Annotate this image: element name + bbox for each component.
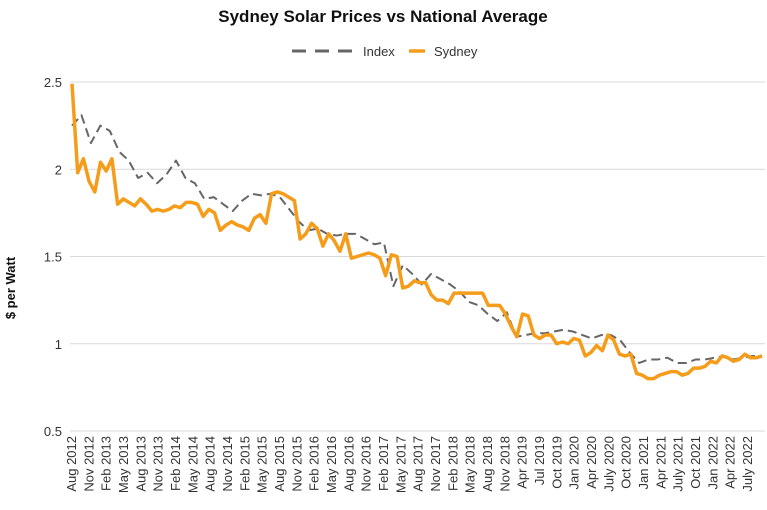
x-tick-label: Oct 2021 — [688, 436, 703, 489]
x-tick-label: Nov 2014 — [220, 436, 235, 492]
x-tick-label: Nov 2016 — [359, 436, 374, 492]
x-tick-label: Feb 2018 — [445, 436, 460, 491]
x-tick-label: Jan 2021 — [636, 436, 651, 490]
x-tick-label: Aug 2012 — [64, 436, 79, 492]
x-tick-label: Aug 2015 — [272, 436, 287, 492]
x-tick-label: Nov 2012 — [81, 436, 96, 492]
series-line-sydney — [70, 83, 763, 381]
y-tick-label: 1 — [55, 337, 62, 352]
x-tick-label: Aug 2016 — [341, 436, 356, 492]
y-tick-label: 0.5 — [44, 424, 62, 439]
x-tick-label: May 2015 — [255, 436, 270, 493]
legend: Index Sydney — [292, 44, 478, 59]
x-tick-label: May 2016 — [324, 436, 339, 493]
x-tick-label: Jul 2019 — [532, 436, 547, 485]
y-axis-title: $ per Watt — [3, 256, 18, 319]
x-tick-label: Aug 2014 — [203, 436, 218, 492]
gridlines — [70, 81, 765, 432]
x-tick-label: Apr 2022 — [723, 436, 738, 489]
x-tick-label: Feb 2017 — [376, 436, 391, 491]
x-tick-label: July 2021 — [671, 436, 686, 492]
x-tick-label: Nov 2018 — [497, 436, 512, 492]
x-tick-label: May 2013 — [116, 436, 131, 493]
x-tick-label: May 2017 — [393, 436, 408, 493]
x-axis-ticks: Aug 2012 Nov 2012 Feb 2013 May 2013 Aug 2013… — [64, 436, 755, 493]
x-tick-label: Feb 2013 — [99, 436, 114, 491]
x-tick-label: Nov 2015 — [289, 436, 304, 492]
x-tick-label: Nov 2017 — [428, 436, 443, 492]
x-tick-label: Feb 2016 — [307, 436, 322, 491]
series-line-index — [71, 114, 762, 364]
y-axis-ticks: 0.5 1 1.5 2 2.5 — [44, 75, 62, 439]
x-tick-label: Aug 2018 — [480, 436, 495, 492]
y-tick-label: 1.5 — [44, 250, 62, 265]
x-tick-label: July 2022 — [740, 436, 755, 492]
x-tick-label: Aug 2013 — [133, 436, 148, 492]
x-tick-label: Oct 2020 — [619, 436, 634, 489]
x-tick-label: May 2018 — [463, 436, 478, 493]
x-tick-label: Feb 2014 — [168, 436, 183, 491]
legend-label-sydney: Sydney — [434, 44, 478, 59]
y-tick-label: 2.5 — [44, 75, 62, 90]
x-tick-label: Apr 2019 — [515, 436, 530, 489]
x-tick-label: Nov 2013 — [151, 436, 166, 492]
x-tick-label: July 2020 — [601, 436, 616, 492]
x-tick-label: Apr 2021 — [653, 436, 668, 489]
y-tick-label: 2 — [55, 162, 62, 177]
x-tick-label: Jan 2022 — [705, 436, 720, 490]
legend-label-index: Index — [363, 44, 395, 59]
x-tick-label: Aug 2017 — [411, 436, 426, 492]
series-lines — [70, 83, 763, 381]
x-tick-label: Feb 2015 — [237, 436, 252, 491]
x-tick-label: Jan 2020 — [567, 436, 582, 490]
chart-title: Sydney Solar Prices vs National Average — [218, 7, 547, 26]
x-tick-label: Apr 2020 — [584, 436, 599, 489]
x-tick-label: Oct 2019 — [549, 436, 564, 489]
x-tick-label: May 2014 — [185, 436, 200, 493]
